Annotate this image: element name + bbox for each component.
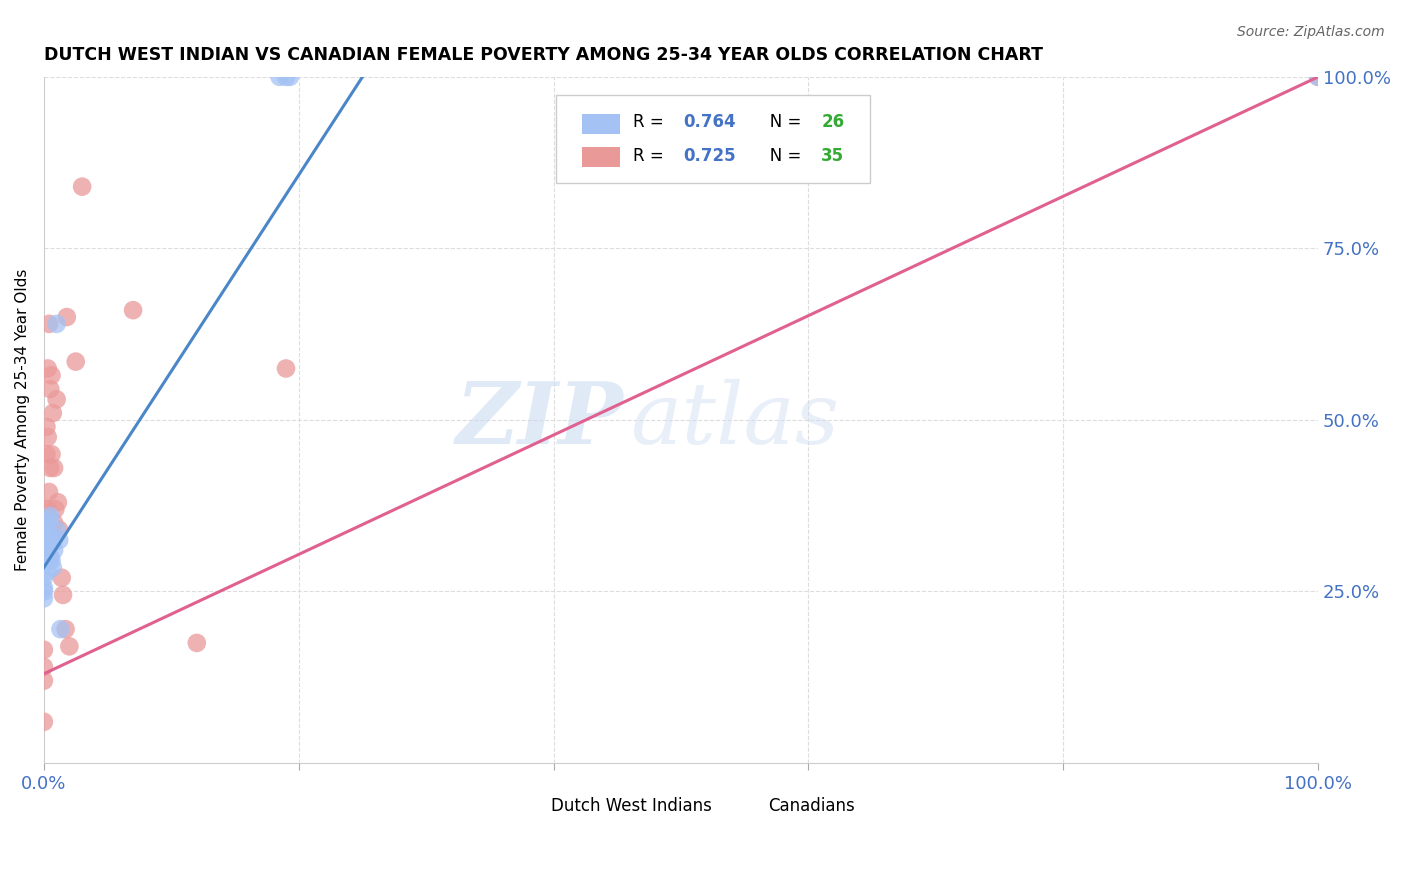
Bar [516,795,543,810]
Point [37,516,59,530]
Point [41,536,63,550]
Text: 0.764: 0.764 [683,113,737,131]
Point [39,550,62,565]
Point [32,673,55,688]
Point [1308,70,1330,84]
Point [35,419,58,434]
FancyBboxPatch shape [557,95,869,183]
Point [32,571,55,585]
Point [39,382,62,396]
Point [35,447,58,461]
Text: 26: 26 [821,113,845,131]
Point [39,508,62,523]
Point [186,636,208,650]
Point [32,714,55,729]
Point [45,317,67,331]
Point [65,354,87,368]
Text: DUTCH WEST INDIAN VS CANADIAN FEMALE POVERTY AMONG 25-34 YEAR OLDS CORRELATION C: DUTCH WEST INDIAN VS CANADIAN FEMALE POV… [44,46,1043,64]
Point [46,495,69,509]
Text: Source: ZipAtlas.com: Source: ZipAtlas.com [1237,25,1385,39]
Point [48,533,70,547]
Point [32,584,55,599]
Point [274,361,297,376]
Point [58,640,80,654]
Point [41,553,63,567]
Text: Dutch West Indians: Dutch West Indians [551,797,711,814]
Point [34,502,56,516]
Point [41,368,63,383]
Point [45,523,67,537]
Point [52,588,75,602]
Text: ZIP: ZIP [456,378,624,462]
Text: N =: N = [754,113,806,131]
Y-axis label: Female Poverty Among 25-34 Year Olds: Female Poverty Among 25-34 Year Olds [15,268,30,571]
Point [37,530,59,544]
Point [38,317,60,331]
Point [37,430,59,444]
Point [56,310,79,324]
Point [37,361,59,376]
Point [42,406,65,420]
Point [49,622,72,636]
Point [37,502,59,516]
Point [39,461,62,475]
Point [38,512,60,526]
Text: 0.725: 0.725 [683,146,737,165]
Text: 35: 35 [821,146,845,165]
Point [35,543,58,558]
Point [32,660,55,674]
Point [269,70,291,84]
Point [42,461,65,475]
Point [35,523,58,537]
Point [34,516,56,530]
Point [278,70,301,84]
Point [32,581,55,595]
Point [42,516,65,530]
Bar [582,113,620,134]
Bar [582,147,620,168]
Text: N =: N = [754,146,806,165]
Point [51,571,73,585]
Point [32,642,55,657]
Text: atlas: atlas [630,378,839,461]
Point [274,70,297,84]
Point [122,303,145,318]
Point [42,530,65,544]
Text: R =: R = [633,146,669,165]
Point [44,502,66,516]
Text: R =: R = [633,113,669,131]
Point [42,560,65,574]
Point [37,564,59,578]
Point [38,485,60,500]
Bar [733,795,761,810]
Point [48,523,70,537]
Point [1308,70,1330,84]
Text: Canadians: Canadians [768,797,855,814]
Point [41,447,63,461]
Point [70,179,93,194]
Point [45,392,67,407]
Point [38,553,60,567]
Point [32,591,55,606]
Point [42,543,65,558]
Point [55,622,77,636]
